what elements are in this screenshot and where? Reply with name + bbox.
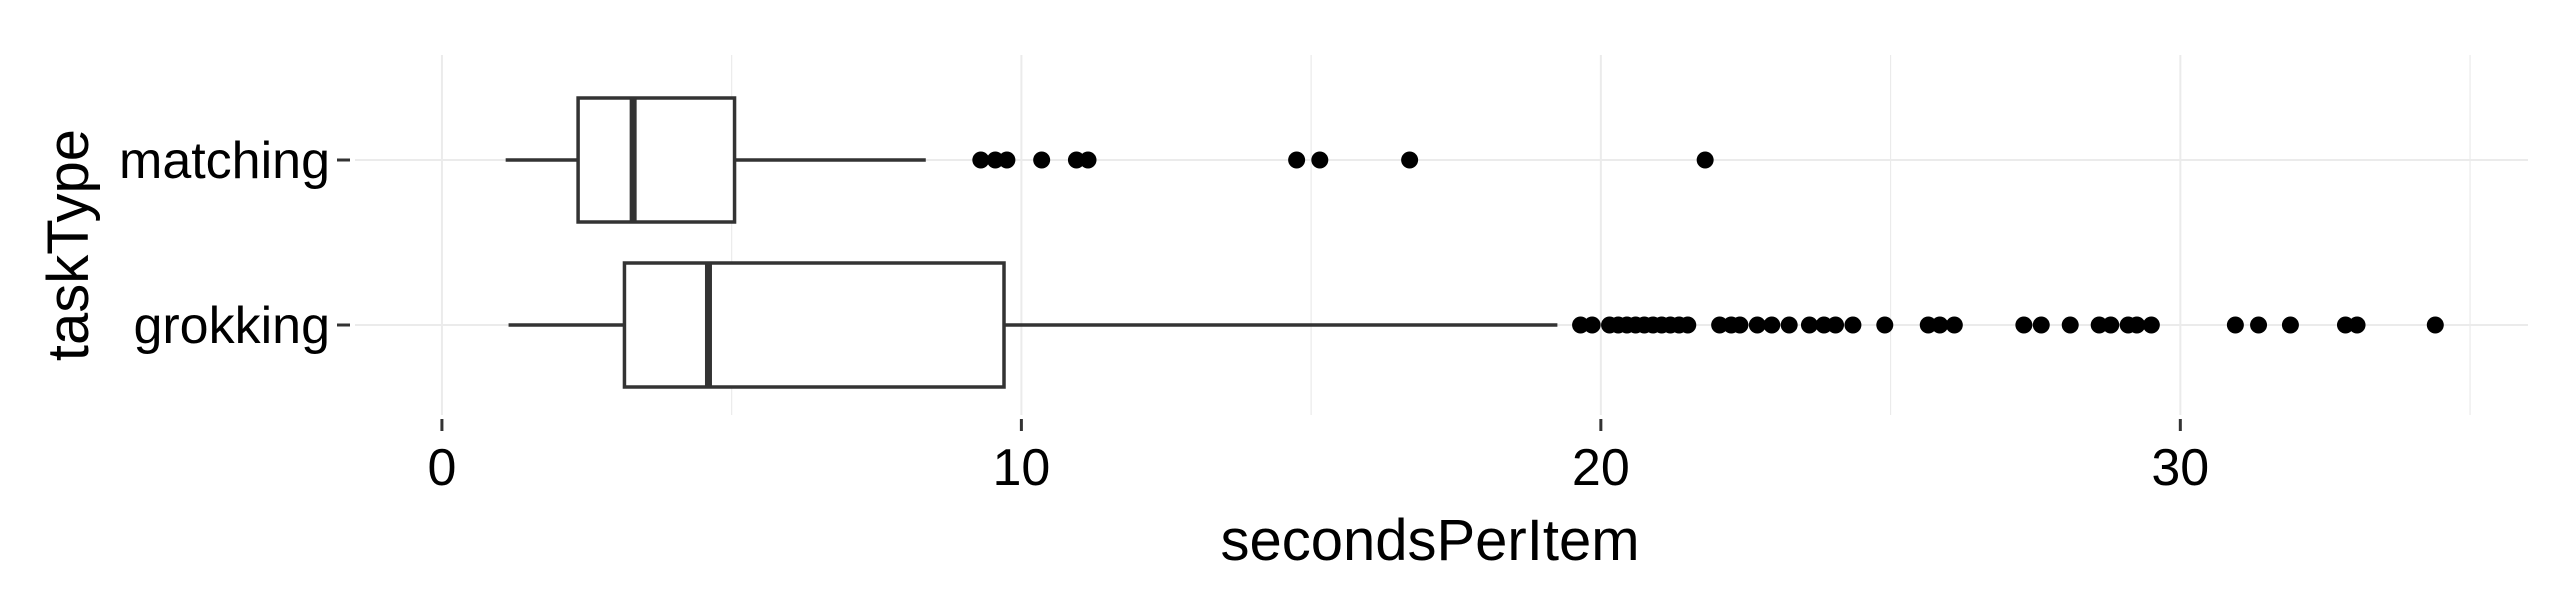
outlier-point bbox=[972, 151, 990, 169]
x-tick-label: 0 bbox=[427, 439, 456, 497]
y-tick-label-grokking: grokking bbox=[133, 297, 330, 355]
outlier-point bbox=[1876, 316, 1894, 334]
box-matching bbox=[576, 96, 737, 224]
outlier-point bbox=[2015, 316, 2033, 334]
outlier-point bbox=[1288, 151, 1306, 169]
outlier-points bbox=[972, 151, 2444, 334]
outlier-point bbox=[1763, 316, 1781, 334]
outlier-point bbox=[1079, 151, 1097, 169]
outlier-point bbox=[2348, 316, 2366, 334]
outlier-point bbox=[1931, 316, 1949, 334]
outlier-point bbox=[2281, 316, 2299, 334]
outlier-point bbox=[1679, 316, 1697, 334]
outlier-point bbox=[1033, 151, 1051, 169]
outlier-point bbox=[1748, 316, 1766, 334]
outlier-point bbox=[2061, 316, 2079, 334]
outlier-point bbox=[1827, 316, 1845, 334]
outlier-point bbox=[998, 151, 1016, 169]
outlier-point bbox=[1844, 316, 1862, 334]
box-plots bbox=[505, 96, 1558, 389]
outlier-point bbox=[1731, 316, 1749, 334]
axes: 0 10 20 30 matching grokking bbox=[119, 132, 2209, 497]
outlier-point bbox=[2226, 316, 2244, 334]
outlier-point bbox=[2032, 316, 2050, 334]
x-tick-label: 10 bbox=[992, 439, 1050, 497]
x-tick-label: 30 bbox=[2151, 439, 2209, 497]
y-axis-title: taskType bbox=[36, 129, 101, 361]
x-axis-title: secondsPerItem bbox=[1220, 508, 1639, 573]
outlier-point bbox=[2128, 316, 2146, 334]
outlier-point bbox=[2426, 316, 2444, 334]
box-grokking bbox=[622, 261, 1006, 389]
outlier-point bbox=[1696, 151, 1714, 169]
outlier-point bbox=[1945, 316, 1963, 334]
outlier-point bbox=[2250, 316, 2268, 334]
outlier-point bbox=[2142, 316, 2160, 334]
outlier-point bbox=[1583, 316, 1601, 334]
outlier-point bbox=[2102, 316, 2120, 334]
x-tick-label: 20 bbox=[1572, 439, 1630, 497]
outlier-point bbox=[1800, 316, 1818, 334]
outlier-point bbox=[1311, 151, 1329, 169]
outlier-point bbox=[1401, 151, 1419, 169]
outlier-point bbox=[1780, 316, 1798, 334]
y-tick-label-matching: matching bbox=[119, 132, 330, 190]
